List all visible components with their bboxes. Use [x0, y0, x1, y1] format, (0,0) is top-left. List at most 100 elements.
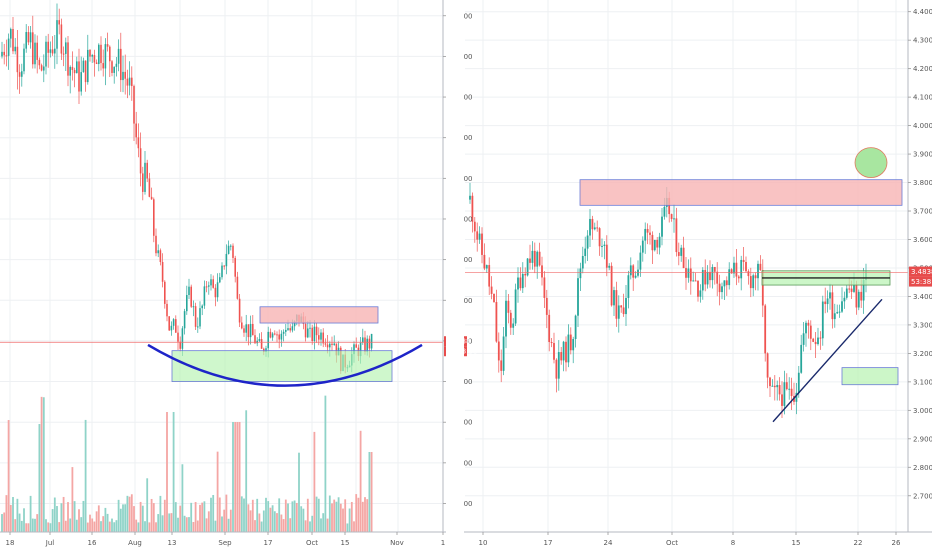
- candle-body: [78, 61, 80, 92]
- candle-body: [38, 59, 41, 66]
- candle-body: [716, 271, 719, 284]
- candle-body: [172, 319, 175, 326]
- candle-body: [584, 248, 587, 257]
- candle-body: [620, 305, 623, 308]
- y-tick-label: 3.4000: [913, 293, 932, 301]
- candle-body: [826, 298, 829, 305]
- volume-bar: [364, 497, 366, 532]
- volume-bar: [370, 452, 373, 532]
- candle-body: [40, 65, 43, 71]
- candle-body: [36, 42, 38, 60]
- candle-body: [553, 343, 555, 360]
- candle-body: [45, 41, 47, 67]
- candle-body: [689, 268, 692, 282]
- candle-body: [848, 288, 851, 290]
- candle-body: [721, 286, 723, 293]
- candle-body: [25, 32, 27, 49]
- volume-bar: [58, 522, 61, 532]
- candle-body: [740, 259, 743, 279]
- volume-bar: [196, 520, 199, 532]
- candle-body: [697, 280, 699, 297]
- candle-body: [155, 235, 157, 254]
- candle-body: [76, 61, 78, 74]
- volume-bar: [117, 499, 120, 532]
- candle-body: [862, 280, 865, 301]
- volume-bar: [53, 497, 56, 532]
- candle-body: [790, 388, 793, 396]
- volume-bar: [212, 494, 215, 532]
- candle-body: [254, 335, 256, 344]
- x-tick-label: 17: [544, 539, 553, 547]
- candle-body: [649, 232, 651, 235]
- candle-body: [181, 328, 184, 349]
- candle-body: [497, 341, 500, 361]
- volume-bar: [298, 452, 300, 532]
- volume-bar: [159, 495, 162, 532]
- candle-body: [14, 46, 16, 52]
- resistance-box: [579, 179, 903, 206]
- candle-body: [69, 66, 71, 76]
- y-tick-label: 2.7000: [913, 492, 932, 500]
- candle-body: [247, 324, 250, 338]
- volume-bar: [42, 397, 45, 532]
- candle-body: [205, 286, 208, 288]
- volume-bar: [9, 504, 12, 532]
- y-tick-label: 3.7000: [913, 208, 932, 216]
- y-tick-label: 3.6000: [913, 236, 932, 244]
- candle-body: [644, 228, 647, 241]
- volume-bar: [126, 495, 129, 532]
- volume-bar: [163, 499, 166, 532]
- candle-body: [545, 297, 548, 315]
- candle-body: [577, 278, 579, 316]
- volume-bar: [150, 498, 153, 532]
- candle-body: [241, 322, 243, 329]
- candle-body: [309, 327, 311, 329]
- candle-body: [694, 280, 697, 282]
- candle-body: [216, 282, 219, 298]
- volume-bar: [190, 502, 193, 532]
- candle-body: [208, 285, 210, 287]
- candle-body: [706, 271, 709, 285]
- candle-body: [613, 290, 615, 306]
- candle-body: [687, 268, 690, 278]
- candle-body: [605, 244, 608, 268]
- candle-body: [355, 344, 357, 348]
- candle-body: [836, 312, 839, 314]
- last-price-tag-label: 3.4838: [911, 268, 932, 276]
- candle-body: [18, 72, 21, 77]
- candle-body: [170, 325, 173, 331]
- candle-body: [249, 323, 252, 338]
- x-tick-label: 15: [341, 539, 350, 547]
- candle-body: [785, 382, 788, 390]
- volume-bar: [82, 500, 85, 532]
- volume-bar: [12, 497, 14, 532]
- candle-body: [658, 236, 661, 248]
- resistance-box: [259, 306, 379, 324]
- candle-body: [146, 162, 148, 179]
- candle-body: [814, 341, 817, 345]
- candle-body: [142, 173, 144, 192]
- volume-bar: [328, 495, 331, 532]
- volume-bar: [91, 518, 94, 532]
- volume-bar: [124, 504, 127, 532]
- candle-body: [1, 51, 3, 57]
- candle-body: [538, 251, 541, 266]
- volume-bar: [287, 503, 289, 532]
- volume-bar: [97, 505, 100, 532]
- y-tick-label: 2.9000: [913, 435, 932, 443]
- candle-body: [157, 250, 159, 254]
- candle-body: [265, 348, 267, 352]
- volume-bar: [337, 497, 340, 532]
- candle-body: [282, 331, 285, 334]
- candle-body: [124, 71, 126, 79]
- volume-bar: [289, 518, 292, 532]
- candle-body: [326, 344, 329, 348]
- x-tick-label: Jul: [45, 539, 55, 547]
- candle-body: [754, 275, 757, 279]
- volume-bar: [234, 422, 237, 532]
- candle-body: [565, 341, 567, 363]
- candle-body: [111, 61, 113, 73]
- candle-body: [622, 307, 625, 315]
- candle-body: [526, 258, 529, 276]
